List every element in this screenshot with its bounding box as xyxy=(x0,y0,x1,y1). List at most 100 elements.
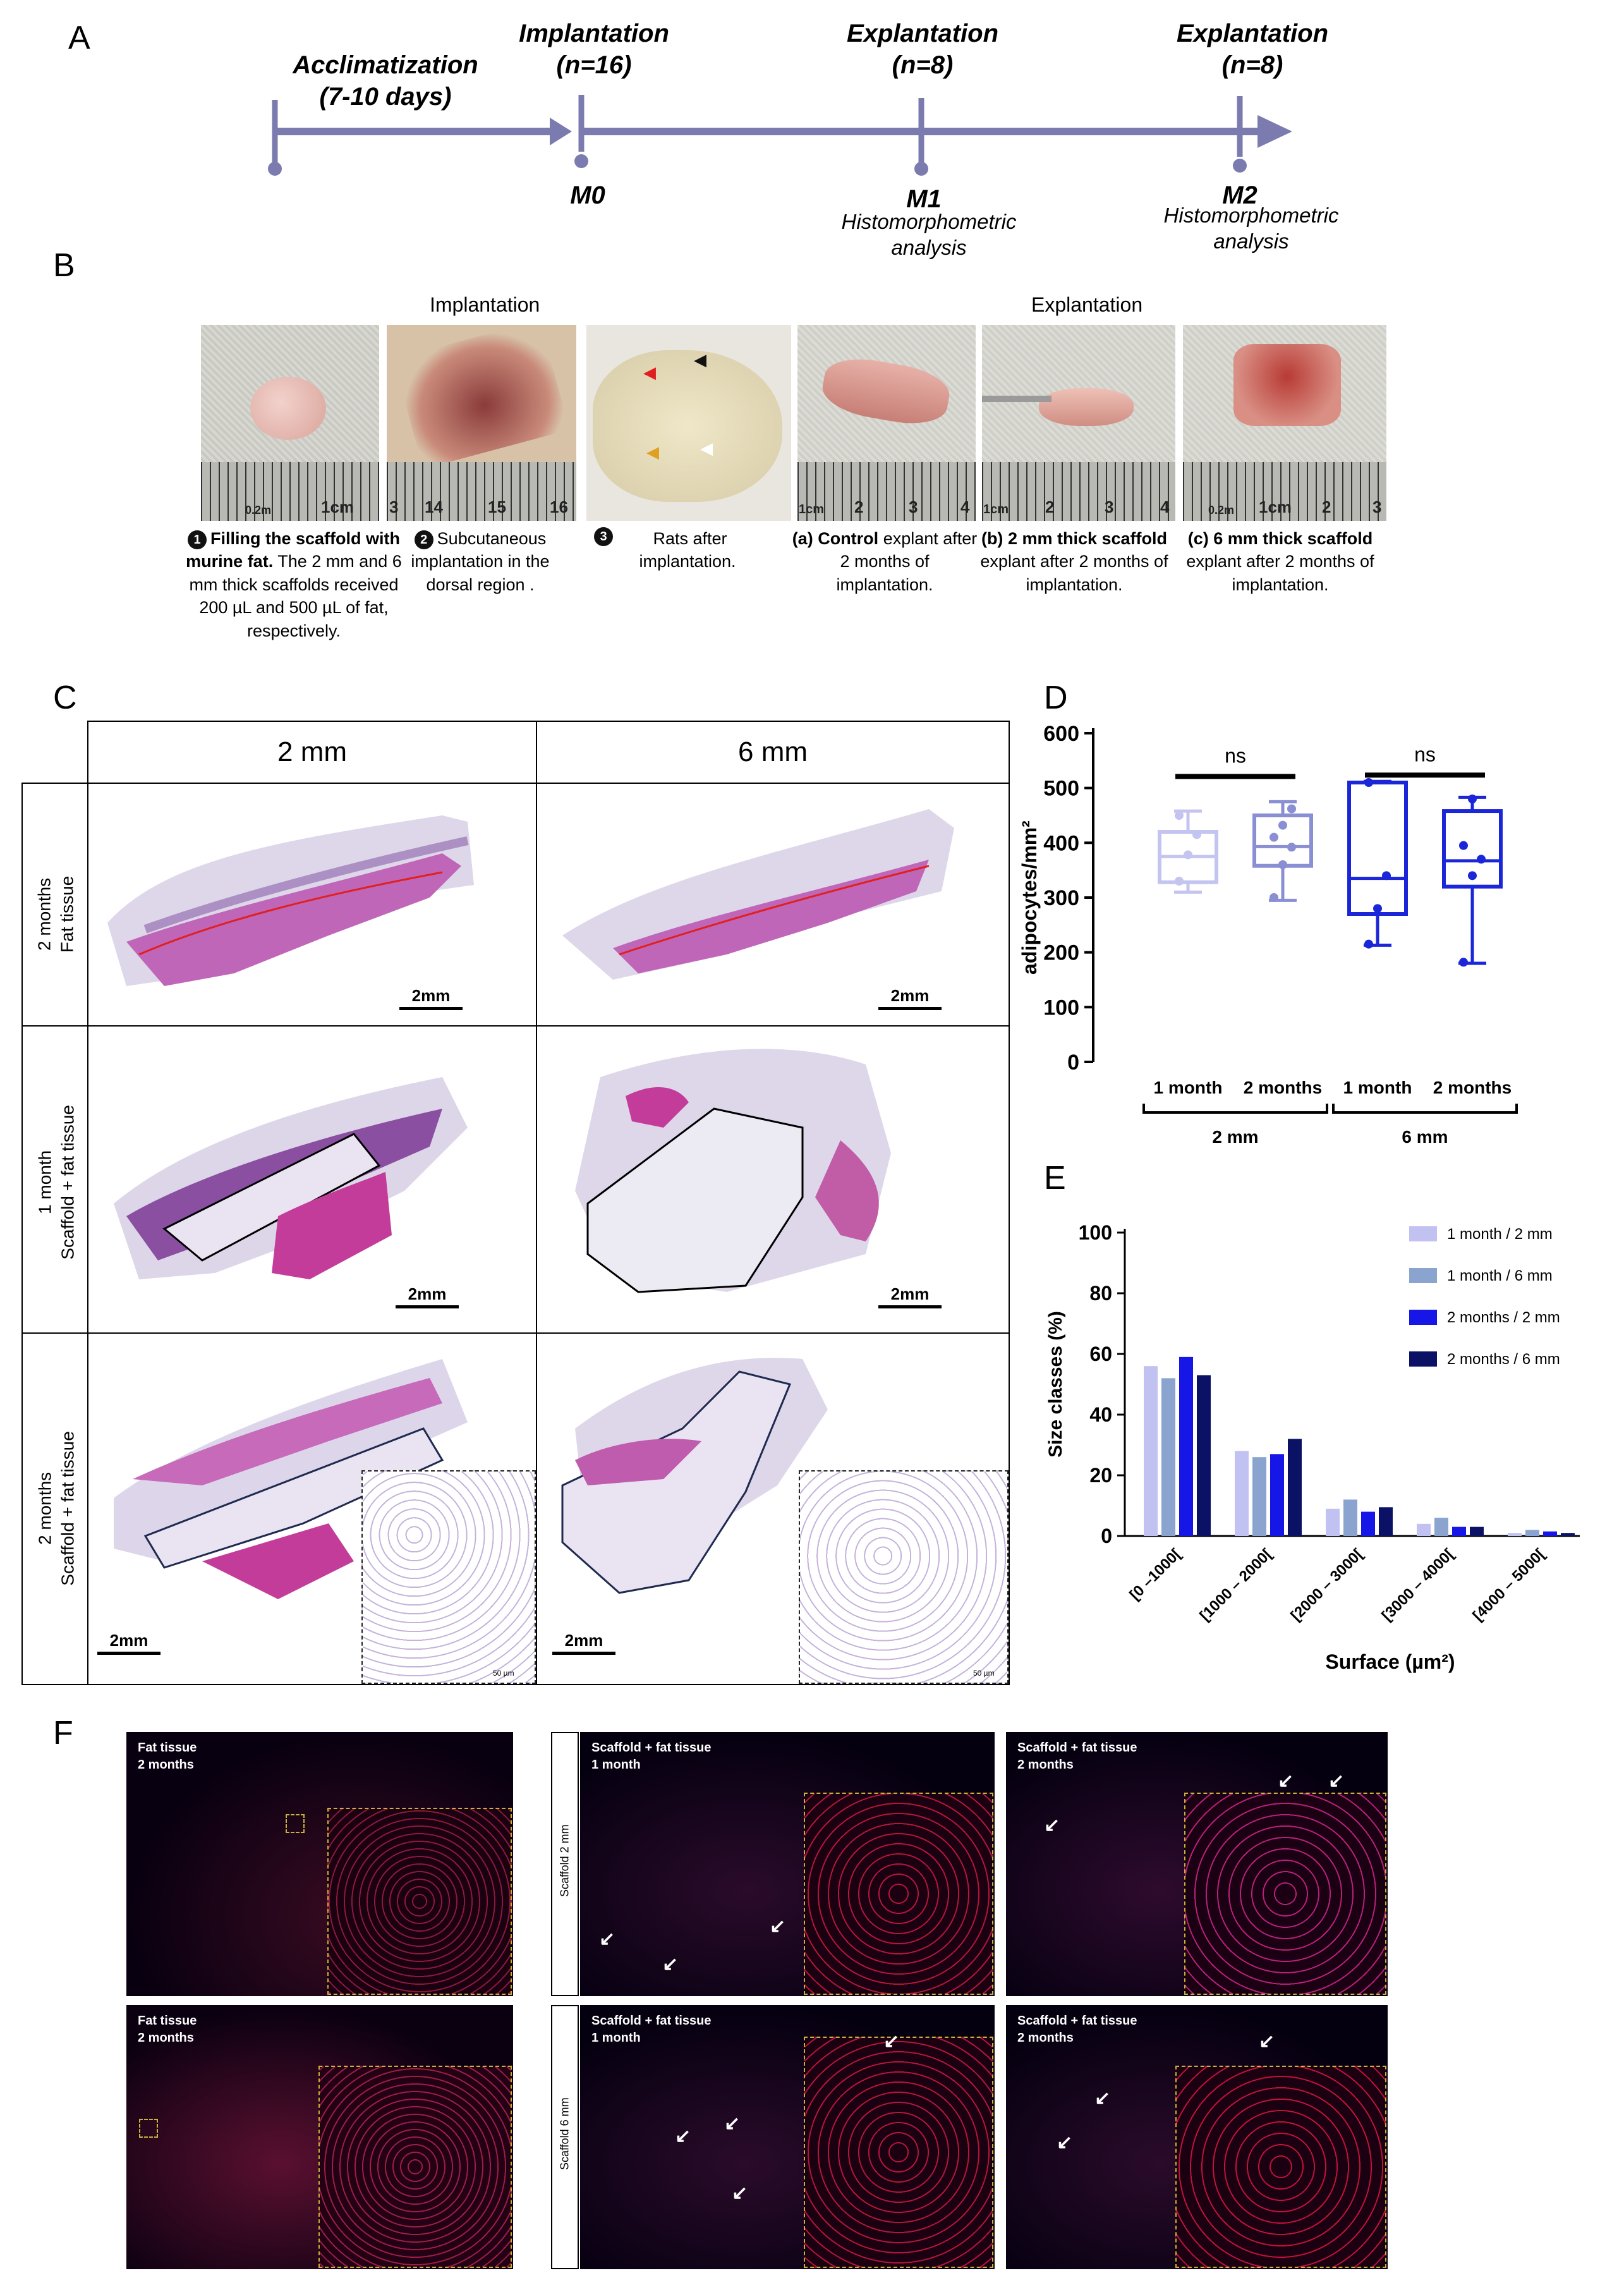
m1-label: M1 xyxy=(906,185,942,213)
scale-bar-label: 2mm xyxy=(408,1284,447,1303)
y-tick-label: 20 xyxy=(1089,1464,1112,1487)
fluor-zoom-origin xyxy=(139,2119,158,2138)
explant-tissue xyxy=(1039,388,1134,426)
bar xyxy=(1525,1530,1539,1536)
bar xyxy=(1508,1533,1522,1536)
x-category-label: [2000 – 3000[ xyxy=(1287,1545,1366,1624)
fluor-title-line: Scaffold + fat tissue xyxy=(1017,1741,1137,1755)
explantation1-label: Explantation (n=8) xyxy=(821,18,1024,81)
fluor-title: Scaffold + fat tissue 2 months xyxy=(1017,1740,1137,1774)
ruler-label: 1cm xyxy=(1259,497,1292,516)
fluor-title-line: Fat tissue xyxy=(138,1741,197,1755)
legend-swatch xyxy=(1409,1268,1437,1283)
row-label-line: 1 month xyxy=(35,1150,55,1214)
red-arrow-icon: ◀ xyxy=(643,363,656,382)
caption-prefix: (c) xyxy=(1187,529,1209,548)
caption-bold: 2 mm thick scaffold xyxy=(1007,529,1168,548)
ruler-label: 3 xyxy=(909,497,918,516)
caption-prefix: (b) xyxy=(981,529,1003,548)
implantation-n: (n=16) xyxy=(556,51,632,79)
ruler-label: 3 xyxy=(1105,497,1114,516)
inset-scale-label: 50 µm xyxy=(973,1669,995,1678)
caption-bold: Filling the scaffold with murine fat. xyxy=(186,529,400,571)
size-class-barchart: 0 20 40 60 80 100 Size classes (%) [0 –1000[[10… xyxy=(1045,1221,1580,1673)
legend-label: 1 month / 6 mm xyxy=(1447,1267,1553,1284)
white-arrow-icon: ↙ xyxy=(662,1954,679,1975)
timeline-dot-start xyxy=(268,162,282,176)
fluor-title-line: 2 months xyxy=(138,1758,194,1772)
fluor-fat-2: Fat tissue 2 months xyxy=(126,2005,513,2269)
y-tick-label: 100 xyxy=(1079,1221,1112,1244)
bar xyxy=(1270,1454,1284,1536)
adipocyte-density-boxplot: 0 100 200 300 400 500 600 adipocytes/mm² 1 month… xyxy=(1018,722,1518,1147)
box-iqr xyxy=(1347,781,1408,916)
x-category-label: 2 months xyxy=(1244,1078,1322,1097)
box-data-point xyxy=(1175,811,1184,820)
header-6mm-label: 6 mm xyxy=(738,736,808,767)
photo-rats-after-implantation: ◀ ◀ ◀ ◀ xyxy=(586,325,791,521)
orange-arrow-icon: ◀ xyxy=(646,442,659,461)
fluor-title: Scaffold + fat tissue 2 months xyxy=(1017,2013,1137,2047)
header-2mm: 2 mm xyxy=(87,721,537,784)
row-label-line: 2 months xyxy=(35,1472,55,1545)
scaffold-2mm-side-label-box: Scaffold 2 mm xyxy=(551,1732,579,1996)
scale-bar-label: 2mm xyxy=(890,1284,930,1303)
y-axis-label: adipocytes/mm² xyxy=(1018,820,1041,975)
caption-control-explant: (a) Control explant after 2 months of im… xyxy=(790,527,979,596)
fluor-zoom-inset xyxy=(327,1808,512,1995)
fluor-zoom-inset xyxy=(1175,2066,1386,2268)
fluor-zoom-inset xyxy=(318,2066,512,2268)
ruler-label: 14 xyxy=(425,497,443,516)
histology-fat-6mm: 2mm xyxy=(536,783,1010,1027)
bar xyxy=(1179,1356,1193,1536)
white-arrow-icon: ↙ xyxy=(1044,1815,1060,1836)
incision-pocket xyxy=(393,325,570,469)
scale-bar-label: 2mm xyxy=(890,986,930,1005)
white-arrow-icon: ◀ xyxy=(700,439,713,458)
fluor-zoom-origin xyxy=(286,1814,305,1833)
explant-tissue xyxy=(1233,344,1341,426)
group-bracket xyxy=(1332,1104,1518,1114)
ruler-label: 1cm xyxy=(799,503,825,516)
fluor-zoom-inset xyxy=(1184,1793,1386,1995)
row-label-line: Scaffold + fat tissue xyxy=(58,1431,78,1586)
box-data-point xyxy=(1459,958,1468,967)
m1-sub-line1: Histomorphometric xyxy=(841,210,1017,233)
group-label: 6 mm xyxy=(1402,1127,1448,1147)
y-tick-label: 80 xyxy=(1089,1282,1112,1305)
y-tick-label: 500 xyxy=(1043,777,1079,801)
fluor-zoom-inset xyxy=(804,2037,993,2268)
histology-section xyxy=(114,1359,468,1599)
bar xyxy=(1144,1366,1158,1536)
bar xyxy=(1197,1375,1211,1536)
legend-label: 1 month / 2 mm xyxy=(1447,1226,1553,1243)
y-tick-label: 600 xyxy=(1043,722,1079,746)
box-data-point xyxy=(1364,778,1373,787)
significance-label: ns xyxy=(1225,744,1246,767)
bar xyxy=(1470,1527,1484,1536)
bar xyxy=(1235,1451,1249,1536)
bar xyxy=(1252,1457,1266,1536)
bar xyxy=(1161,1378,1175,1536)
timeline-arrowhead-2 xyxy=(1257,115,1292,148)
m2-label: M2 xyxy=(1222,181,1257,209)
y-tick-label: 0 xyxy=(1101,1525,1112,1547)
box-data-point xyxy=(1373,904,1382,913)
fluor-title-line: 1 month xyxy=(591,1758,641,1772)
row-label-cell-2: 1 month Scaffold + fat tissue xyxy=(21,1025,88,1334)
y-axis-label: Size classes (%) xyxy=(1045,1311,1066,1458)
fluor-zoom-inset xyxy=(804,1793,993,1995)
histology-scaffold-1month-6mm: 2mm xyxy=(536,1025,1010,1334)
legend-label: 2 months / 2 mm xyxy=(1447,1309,1560,1326)
legend-swatch xyxy=(1409,1310,1437,1325)
y-tick-label: 60 xyxy=(1089,1343,1112,1365)
bar xyxy=(1343,1499,1357,1536)
implantation-header: Implantation xyxy=(430,293,540,316)
x-category-label: 1 month xyxy=(1154,1078,1223,1097)
m2-sub-line2: analysis xyxy=(1213,229,1289,253)
x-category-label: [0 –1000[ xyxy=(1126,1545,1184,1604)
group-label: 2 mm xyxy=(1212,1127,1258,1147)
panel-letter-e: E xyxy=(1044,1160,1066,1197)
box-data-point xyxy=(1184,850,1192,860)
caption-prefix: (a) xyxy=(792,529,813,548)
